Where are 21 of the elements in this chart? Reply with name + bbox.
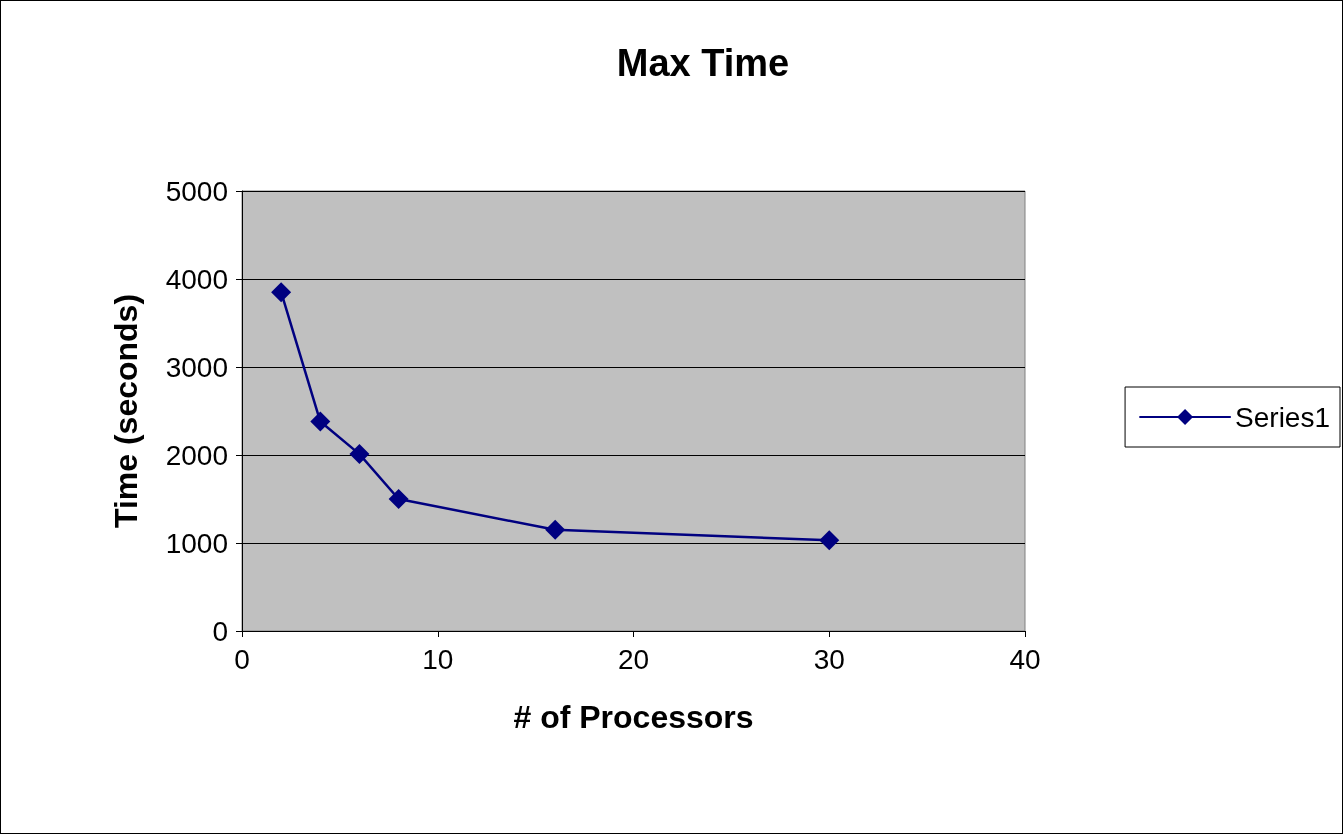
point — [349, 444, 370, 465]
point — [388, 489, 409, 509]
y-tick-label: 0 — [212, 615, 228, 647]
legend-label: Series1 — [1235, 401, 1330, 433]
x-tick-label: 40 — [1009, 643, 1041, 675]
y-tick-label: 4000 — [165, 263, 228, 295]
point — [545, 519, 566, 540]
point — [271, 282, 292, 303]
x-tick-label: 0 — [234, 643, 250, 675]
y-tick-label: 2000 — [165, 439, 228, 471]
point — [310, 411, 331, 432]
x-tick-label: 30 — [813, 643, 845, 675]
x-tick-label: 10 — [422, 643, 454, 675]
y-tick-label: 1000 — [165, 527, 228, 559]
x-axis-title: # of Processors — [513, 699, 754, 735]
y-axis-title: Time (seconds) — [108, 293, 144, 529]
y-tick-label: 3000 — [165, 351, 228, 383]
point — [819, 530, 840, 551]
x-tick-label: 20 — [617, 643, 650, 675]
y-tick-label: 5000 — [165, 175, 228, 207]
chart-title: Max Time — [616, 42, 790, 84]
